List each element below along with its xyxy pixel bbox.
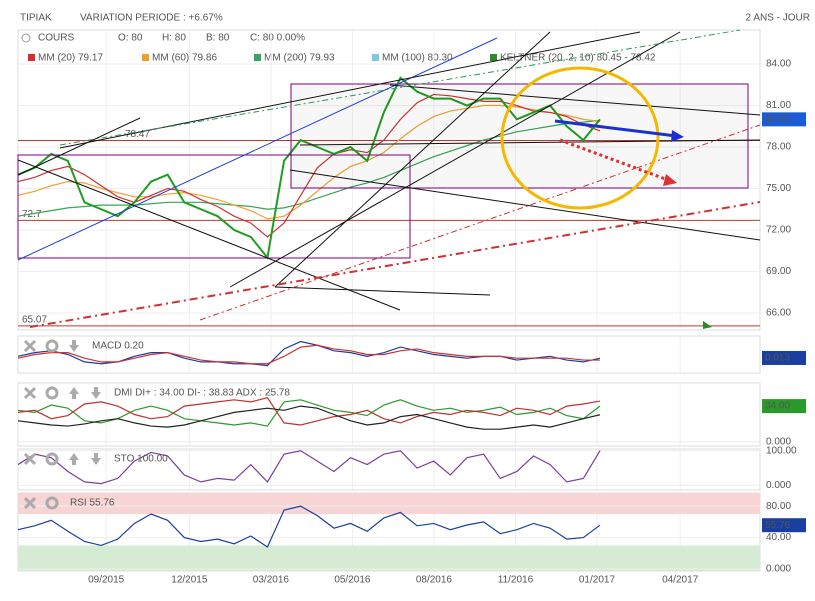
close-icon bbox=[23, 452, 37, 466]
quote-item: H: 80 bbox=[162, 33, 186, 44]
indicator-line bbox=[17, 344, 600, 365]
panel-frame bbox=[17, 382, 761, 447]
panel-title: MACD 0.20 bbox=[92, 341, 144, 352]
oversold-zone bbox=[18, 545, 760, 571]
indicator-line bbox=[17, 450, 601, 485]
quote-item: C: 80 0.00% bbox=[250, 33, 305, 44]
x-tick-label: 11/2016 bbox=[498, 575, 534, 586]
last-value-label: 34.00 bbox=[765, 401, 790, 412]
y-tick-label: 72.00 bbox=[766, 225, 791, 236]
y-tick-label: 75.00 bbox=[766, 183, 791, 194]
x-tick-label: 12/2015 bbox=[171, 575, 208, 586]
quote-item: O: 80 bbox=[118, 33, 143, 44]
settings-icon bbox=[45, 496, 59, 510]
x-tick-label: 08/2016 bbox=[416, 575, 453, 586]
panel-title: STO 100.00 bbox=[114, 454, 168, 465]
up-icon bbox=[69, 387, 79, 399]
x-tick-label: 01/2017 bbox=[579, 575, 616, 586]
indicator-line bbox=[17, 505, 601, 548]
close-icon bbox=[23, 386, 37, 400]
period[interactable]: 2 ANS - JOUR bbox=[746, 13, 810, 24]
panel-title: DMI DI+ : 34.00 DI- : 38.83 ADX : 25.78 bbox=[114, 388, 290, 399]
x-tick-label: 03/2016 bbox=[253, 575, 290, 586]
legend-swatch bbox=[142, 54, 149, 61]
y-tick-label: 100.00 bbox=[766, 445, 797, 456]
indicator-line bbox=[17, 405, 601, 430]
panel-frame bbox=[17, 448, 761, 491]
price-level-label: 72.7 bbox=[22, 209, 42, 220]
settings-icon bbox=[45, 452, 59, 466]
y-tick-label: 66.00 bbox=[766, 308, 791, 319]
y-tick-label: 40.00 bbox=[766, 532, 791, 543]
drawings bbox=[17, 29, 761, 329]
panel: 80.00 40.00 0.000 55.76 RSI 55.76 bbox=[17, 492, 806, 575]
y-tick-label: 80.00 bbox=[766, 501, 791, 512]
legend-swatch bbox=[490, 54, 497, 61]
y-tick-label: 0.000 bbox=[766, 564, 791, 575]
overbought-zone bbox=[18, 493, 760, 515]
x-tick-label: 05/2016 bbox=[334, 575, 371, 586]
quote-item: B: 80 bbox=[206, 33, 230, 44]
legend-entry: MM (60) 79.86 bbox=[152, 53, 217, 64]
y-tick-label: 0.000 bbox=[766, 436, 791, 447]
panel: 0.013 MACD 0.20 bbox=[17, 335, 806, 374]
settings-icon bbox=[21, 33, 31, 43]
y-tick-label: 84.00 bbox=[766, 59, 791, 70]
ticker: TIPIAK bbox=[20, 13, 52, 24]
x-tick-label: 09/2015 bbox=[88, 575, 125, 586]
last-value-box bbox=[762, 350, 806, 365]
indicator-line bbox=[17, 104, 601, 220]
up-icon bbox=[69, 453, 79, 465]
panel-title: RSI 55.76 bbox=[70, 498, 115, 509]
legend-entry: MM (200) 79.93 bbox=[264, 53, 335, 64]
panel: 100.00 0.000 STO 100.00 bbox=[17, 445, 797, 491]
quote-item: COURS bbox=[38, 33, 74, 44]
y-tick-label: 78.00 bbox=[766, 142, 791, 153]
legend-entry: MM (20) 79.17 bbox=[38, 53, 103, 64]
legend-swatch bbox=[28, 54, 35, 61]
legend-swatch bbox=[372, 54, 379, 61]
indicator-line bbox=[17, 397, 601, 426]
close-icon bbox=[23, 496, 37, 510]
last-value-box bbox=[762, 399, 806, 414]
legend-entry: MM (100) 80.30 bbox=[382, 53, 453, 64]
last-value-box bbox=[762, 112, 806, 127]
y-tick-label: 81.00 bbox=[766, 100, 791, 111]
down-icon bbox=[91, 453, 101, 465]
legend-swatch bbox=[254, 54, 261, 61]
price-level-label: 78.47 bbox=[125, 129, 150, 140]
close-icon bbox=[23, 339, 37, 353]
x-tick-label: 04/2017 bbox=[662, 575, 699, 586]
panel: 84.00 81.00 78.00 75.00 72.00 69.00 66.00 09/20… bbox=[17, 29, 806, 586]
y-tick-label: 0.000 bbox=[766, 480, 791, 491]
settings-icon bbox=[45, 386, 59, 400]
panel: 0.000 34.00 DMI DI+ : 34.00 DI- : 38.83 AD… bbox=[17, 382, 806, 447]
price-level-label: 65.07 bbox=[22, 314, 47, 325]
last-value-label: 0.013 bbox=[765, 353, 790, 364]
last-value-box bbox=[762, 518, 806, 533]
down-icon bbox=[91, 387, 101, 399]
y-tick-label: 69.00 bbox=[766, 266, 791, 277]
last-value-label: 55.76 bbox=[765, 520, 790, 531]
panel-frame bbox=[17, 335, 761, 374]
settings-icon bbox=[45, 339, 59, 353]
down-icon bbox=[69, 340, 79, 352]
last-value-label: 80.00 bbox=[765, 114, 790, 125]
variation: VARIATION PERIODE : +6.67% bbox=[80, 13, 223, 24]
legend-entry: KELTNER (20, 2, 10) 80.45 - 78.42 bbox=[500, 53, 656, 64]
